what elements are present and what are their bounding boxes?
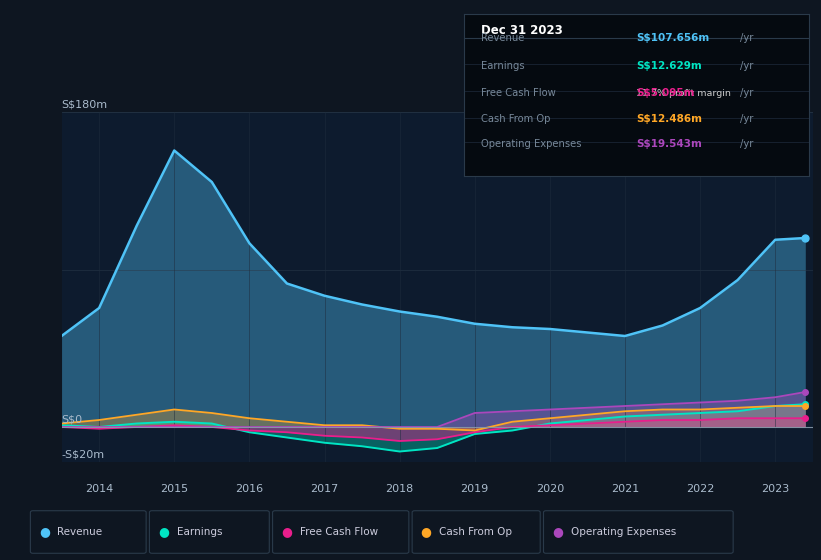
Text: 2017: 2017 [310,484,338,494]
Text: 2016: 2016 [236,484,264,494]
Text: Earnings: Earnings [481,61,525,71]
Text: 11.7% profit margin: 11.7% profit margin [636,88,732,97]
Text: /yr: /yr [740,33,753,43]
Text: /yr: /yr [740,114,753,124]
Text: 2014: 2014 [85,484,113,494]
Text: /yr: /yr [740,61,753,71]
Text: 2022: 2022 [686,484,714,494]
Text: S$107.656m: S$107.656m [636,33,709,43]
Text: 2020: 2020 [536,484,564,494]
Text: ●: ● [552,525,563,539]
Text: S$5.095m: S$5.095m [636,87,695,97]
Text: ●: ● [420,525,432,539]
Text: 2021: 2021 [611,484,639,494]
Text: 2023: 2023 [761,484,789,494]
Text: Revenue: Revenue [481,33,525,43]
Text: ●: ● [281,525,292,539]
Text: Operating Expenses: Operating Expenses [571,527,676,537]
Text: Operating Expenses: Operating Expenses [481,139,581,149]
Text: Dec 31 2023: Dec 31 2023 [481,24,563,37]
Text: S$180m: S$180m [62,99,108,109]
Text: Free Cash Flow: Free Cash Flow [300,527,378,537]
Text: Free Cash Flow: Free Cash Flow [481,87,556,97]
Text: Revenue: Revenue [57,527,103,537]
Text: S$0: S$0 [62,414,83,424]
Text: S$19.543m: S$19.543m [636,139,702,149]
Text: 2019: 2019 [461,484,488,494]
Text: 2015: 2015 [160,484,188,494]
Text: Cash From Op: Cash From Op [481,114,551,124]
Text: /yr: /yr [740,139,753,149]
Text: Cash From Op: Cash From Op [439,527,512,537]
Text: S$12.486m: S$12.486m [636,114,702,124]
Text: 2018: 2018 [386,484,414,494]
Text: /yr: /yr [740,87,753,97]
Text: Earnings: Earnings [177,527,222,537]
Text: ●: ● [39,525,50,539]
Text: -S$20m: -S$20m [62,449,105,459]
Text: ●: ● [158,525,169,539]
Text: S$12.629m: S$12.629m [636,61,702,71]
